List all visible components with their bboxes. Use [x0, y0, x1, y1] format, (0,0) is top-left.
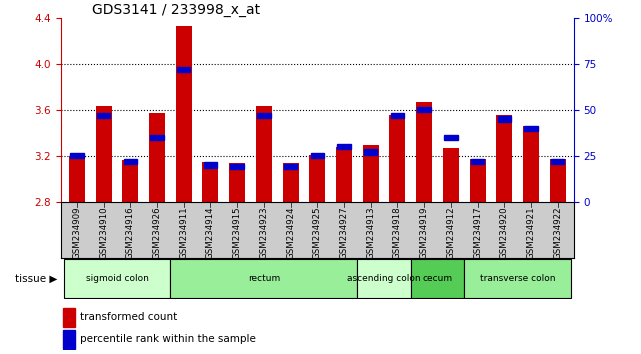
FancyBboxPatch shape — [411, 259, 464, 298]
FancyBboxPatch shape — [171, 259, 358, 298]
Bar — [551, 159, 564, 164]
Bar — [523, 126, 539, 202]
Bar — [443, 148, 459, 202]
Text: transformed count: transformed count — [80, 312, 177, 322]
Bar — [497, 116, 511, 121]
Bar — [63, 330, 75, 349]
Bar — [256, 106, 272, 202]
Bar — [471, 159, 484, 164]
Text: GSM234910: GSM234910 — [99, 206, 108, 259]
Bar — [69, 156, 85, 202]
Text: GSM234922: GSM234922 — [553, 206, 562, 259]
Bar — [151, 135, 163, 140]
FancyBboxPatch shape — [464, 259, 571, 298]
Bar — [177, 67, 190, 72]
Bar — [149, 113, 165, 202]
Bar — [363, 145, 379, 202]
Bar — [176, 26, 192, 202]
Bar — [97, 113, 110, 118]
Bar — [96, 106, 112, 202]
Text: GSM234915: GSM234915 — [233, 206, 242, 259]
Text: rectum: rectum — [248, 274, 280, 283]
Bar — [283, 162, 299, 202]
Bar — [124, 159, 137, 164]
Text: GSM234918: GSM234918 — [393, 206, 402, 259]
Text: GDS3141 / 233998_x_at: GDS3141 / 233998_x_at — [92, 3, 260, 17]
Bar — [310, 155, 326, 202]
Text: GSM234923: GSM234923 — [260, 206, 269, 259]
Bar — [63, 308, 75, 326]
Bar — [231, 164, 244, 170]
Text: cecum: cecum — [422, 274, 453, 283]
Text: GSM234912: GSM234912 — [446, 206, 455, 259]
Bar — [469, 159, 486, 202]
Text: GSM234924: GSM234924 — [286, 206, 295, 259]
Bar — [204, 162, 217, 167]
Bar — [336, 147, 352, 202]
Text: GSM234925: GSM234925 — [313, 206, 322, 259]
Bar — [257, 113, 271, 118]
FancyBboxPatch shape — [63, 259, 171, 298]
Bar — [122, 160, 138, 202]
Bar — [417, 107, 431, 112]
Text: transverse colon: transverse colon — [480, 274, 555, 283]
Text: percentile rank within the sample: percentile rank within the sample — [80, 335, 256, 344]
Text: GSM234913: GSM234913 — [366, 206, 375, 259]
Text: GSM234921: GSM234921 — [526, 206, 535, 259]
Bar — [337, 144, 351, 149]
Text: GSM234919: GSM234919 — [420, 206, 429, 259]
Bar — [444, 135, 458, 140]
Text: GSM234911: GSM234911 — [179, 206, 188, 259]
Text: GSM234926: GSM234926 — [153, 206, 162, 259]
Bar — [71, 153, 83, 158]
Bar — [391, 113, 404, 118]
Text: GSM234920: GSM234920 — [500, 206, 509, 259]
FancyBboxPatch shape — [358, 259, 411, 298]
Text: GSM234914: GSM234914 — [206, 206, 215, 259]
Text: GSM234917: GSM234917 — [473, 206, 482, 259]
Text: GSM234909: GSM234909 — [72, 206, 81, 259]
Text: GSM234927: GSM234927 — [340, 206, 349, 259]
Bar — [496, 115, 512, 202]
Bar — [524, 126, 538, 131]
Bar — [311, 153, 324, 158]
Text: GSM234916: GSM234916 — [126, 206, 135, 259]
Bar — [390, 115, 406, 202]
Text: ascending colon: ascending colon — [347, 274, 421, 283]
Text: tissue ▶: tissue ▶ — [15, 274, 58, 284]
Bar — [284, 164, 297, 170]
Bar — [550, 159, 566, 202]
Text: sigmoid colon: sigmoid colon — [85, 274, 149, 283]
Bar — [229, 162, 245, 202]
Bar — [364, 149, 378, 155]
Bar — [203, 161, 219, 202]
Bar — [416, 102, 432, 202]
